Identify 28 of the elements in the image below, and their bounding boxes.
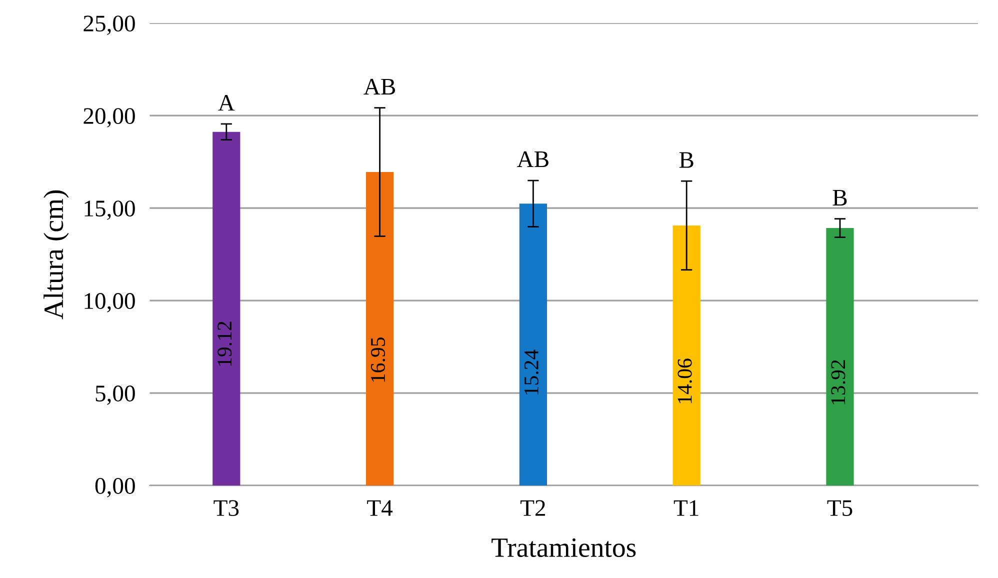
x-axis-title: Tratamientos (492, 538, 636, 558)
data-label: 14.06 (678, 358, 692, 404)
y-tick-label: 0,00 (95, 478, 135, 498)
y-axis-title: Altura (cm) (44, 190, 69, 320)
y-tick-label: 15,00 (84, 200, 135, 220)
x-tick-label: T2 (520, 500, 546, 516)
x-tick-label: T5 (827, 500, 852, 516)
data-label: 13.92 (831, 360, 846, 404)
bar (826, 228, 854, 486)
y-tick-label: 25,00 (84, 16, 135, 35)
annotation: AB (364, 78, 396, 95)
data-label: 19.12 (218, 322, 232, 366)
y-tick-label: 20,00 (84, 108, 135, 128)
data-label: 16.95 (371, 337, 386, 382)
annotation: B (679, 152, 694, 168)
bar (519, 204, 547, 486)
bar (212, 132, 240, 486)
annotation: B (832, 190, 847, 206)
x-tick-label: T4 (367, 500, 393, 516)
annotation: A (218, 94, 235, 111)
annotation: AB (517, 151, 548, 168)
y-tick-label: 5,00 (96, 386, 135, 405)
bar (366, 172, 394, 486)
data-label: 15.24 (524, 350, 538, 394)
x-tick-label: T1 (674, 500, 698, 516)
bar (672, 225, 700, 486)
y-tick-label: 10,00 (84, 293, 135, 312)
x-tick-label: T3 (214, 500, 239, 516)
